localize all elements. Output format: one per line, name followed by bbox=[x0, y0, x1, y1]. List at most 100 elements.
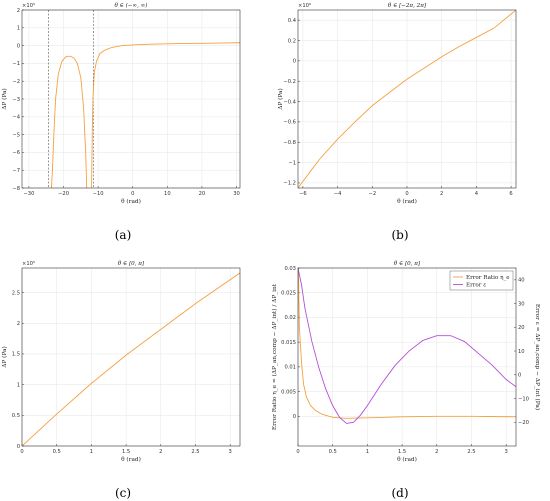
y2-tick-label: 0 bbox=[518, 373, 521, 379]
series-group-a bbox=[50, 42, 240, 188]
x-axis-label: θ (rad) bbox=[121, 456, 141, 463]
y-tick-label: −4 bbox=[12, 115, 20, 121]
series-group-c bbox=[22, 272, 240, 446]
x-tick-label: 4 bbox=[475, 191, 479, 197]
x-tick-label: 3 bbox=[229, 449, 232, 455]
y-exponent: ×10⁶ bbox=[298, 3, 311, 9]
legend-box bbox=[449, 270, 514, 291]
x-tick-label: −10 bbox=[93, 191, 104, 197]
x-tick-label: −2 bbox=[368, 191, 376, 197]
plot-frame bbox=[21, 9, 241, 189]
y-tick-label: 0.005 bbox=[281, 389, 296, 395]
x-tick-label: 0 bbox=[296, 449, 299, 455]
y2-tick-label: −10 bbox=[518, 396, 529, 402]
y-tick-label: 0.5 bbox=[12, 413, 20, 419]
legend-entry: Error Ratio η_e bbox=[466, 275, 510, 281]
y-tick-label: 0 bbox=[293, 59, 296, 65]
y-tick-label: −5 bbox=[12, 132, 20, 138]
y-tick-label: −2 bbox=[12, 79, 20, 85]
sublabel-a: (a) bbox=[115, 228, 132, 242]
chart-c: 0 0.5 1 1.5 2 2.5 3 0 0.5 1 1.5 2 2.5 θ ∈ [0, π] ×10⁵ θ… bbox=[1, 261, 241, 463]
chart-title: θ ∈ (−∞, ∞) bbox=[115, 2, 148, 9]
y-axis-label: ΔP (Pa) bbox=[277, 88, 284, 110]
y-axis-label: ΔP (Pa) bbox=[1, 346, 8, 368]
chart-title: θ ∈ [0, π] bbox=[394, 261, 421, 267]
y-tick-label: −7 bbox=[12, 168, 20, 174]
y-tick-label: 1.5 bbox=[12, 352, 20, 358]
y-exponent: ×10⁵ bbox=[22, 261, 35, 267]
y-tick-label: 0.03 bbox=[284, 266, 296, 272]
x-tick-label: −4 bbox=[334, 191, 342, 197]
plot-frame bbox=[297, 9, 517, 189]
series-line-a-1 bbox=[91, 42, 240, 188]
y2-tick-label: 40 bbox=[518, 278, 525, 284]
x-tick-label: 1 bbox=[366, 449, 369, 455]
chart-title: θ ∈ [0, π] bbox=[118, 261, 145, 267]
x-tick-label: 1.5 bbox=[122, 449, 130, 455]
plot-frame bbox=[21, 267, 241, 447]
y2-tick-label: 20 bbox=[518, 325, 525, 331]
y-tick-label: 0 bbox=[17, 43, 20, 49]
x-tick-label: 0 bbox=[20, 449, 23, 455]
y-tick-label: 2 bbox=[17, 8, 20, 14]
y-tick-label: 0 bbox=[17, 444, 20, 450]
chart-title: θ ∈ [−2π, 2π] bbox=[388, 3, 427, 9]
x-tick-label: 6 bbox=[509, 191, 512, 197]
sublabel-d: (d) bbox=[391, 486, 408, 500]
x-tick-label: 0.5 bbox=[53, 449, 61, 455]
y2-tick-label: 30 bbox=[518, 301, 525, 307]
y-tick-label: 2 bbox=[17, 321, 20, 327]
x-tick-label: 1.5 bbox=[398, 449, 406, 455]
x-tick-label: 2.5 bbox=[467, 449, 475, 455]
series-line-b-0 bbox=[298, 10, 516, 188]
x-axis-label: θ (rad) bbox=[121, 198, 141, 205]
x-tick-label: 2 bbox=[435, 449, 438, 455]
x-axis-label: θ (rad) bbox=[397, 198, 417, 205]
y-tick-label: −6 bbox=[12, 150, 20, 156]
y-tick-label: −3 bbox=[12, 97, 20, 103]
y2-tick-label: −20 bbox=[518, 420, 529, 426]
y-tick-label: −0.6 bbox=[283, 120, 296, 126]
x-tick-label: −6 bbox=[299, 191, 307, 197]
y-exponent: ×10⁵ bbox=[22, 3, 35, 9]
y-tick-label: −8 bbox=[12, 186, 20, 192]
chart-d: 0 0.5 1 1.5 2 2.5 300.0050.010.0150.020.0250.0… bbox=[271, 261, 541, 463]
plot-frame bbox=[297, 267, 517, 447]
x-tick-label: −20 bbox=[58, 191, 69, 197]
x-tick-label: 0 bbox=[131, 191, 134, 197]
y-tick-label: 2.5 bbox=[12, 290, 20, 296]
y-tick-label: 1 bbox=[17, 382, 20, 388]
x-tick-label: 1 bbox=[90, 449, 93, 455]
series-line-d-0 bbox=[298, 268, 516, 419]
sublabel-b: (b) bbox=[391, 228, 408, 242]
y-tick-label: 0.2 bbox=[288, 38, 296, 44]
y-tick-label: −0.8 bbox=[283, 140, 296, 146]
y2-axis-label: Error ε = ΔP_an,comp − ΔP_int (Pa) bbox=[534, 304, 541, 410]
x-tick-label: 20 bbox=[199, 191, 206, 197]
x-tick-label: 2 bbox=[440, 191, 443, 197]
y-tick-label: −1 bbox=[12, 61, 20, 67]
y-tick-label: 0.02 bbox=[284, 315, 296, 321]
y-tick-label: −0.2 bbox=[283, 79, 296, 85]
y-tick-label: 0.025 bbox=[281, 291, 296, 297]
series-line-c-0 bbox=[22, 272, 240, 446]
x-tick-label: 30 bbox=[233, 191, 240, 197]
x-tick-label: 0.5 bbox=[329, 449, 337, 455]
sublabel-c: (c) bbox=[115, 486, 131, 500]
series-line-a-0 bbox=[50, 55, 88, 188]
x-tick-label: 0 bbox=[405, 191, 408, 197]
y-tick-label: 0 bbox=[293, 414, 296, 420]
series-line-d-1 bbox=[298, 268, 516, 424]
y-tick-label: −1.2 bbox=[283, 181, 296, 187]
x-axis-label: θ (rad) bbox=[397, 456, 417, 463]
y-tick-label: 0.4 bbox=[288, 18, 297, 24]
y-tick-label: 1 bbox=[17, 26, 20, 32]
y-axis-label: Error Ratio η_e = (ΔP_an,comp − ΔP_int) … bbox=[271, 283, 278, 430]
y-tick-label: 0.01 bbox=[284, 365, 296, 371]
series-group-d bbox=[298, 268, 516, 424]
y2-tick-label: 10 bbox=[518, 349, 525, 355]
y-tick-label: −0.4 bbox=[283, 99, 296, 105]
series-group-b bbox=[298, 10, 516, 188]
